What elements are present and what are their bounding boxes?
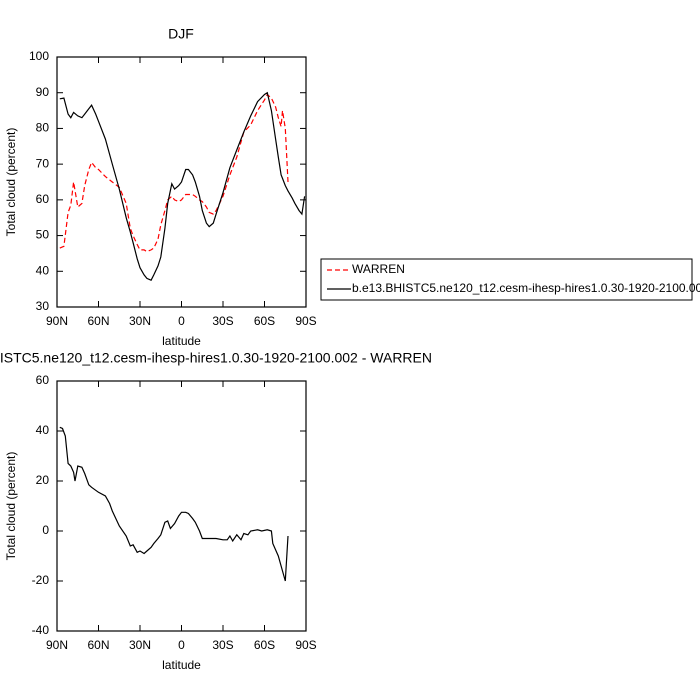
- y-tick-label: 0: [42, 523, 49, 537]
- plot-frame: [56, 380, 307, 632]
- series-line: [59, 426, 289, 582]
- y-axis-label: Total cloud (percent): [4, 452, 18, 561]
- y-tick-label: 30: [36, 299, 50, 313]
- chart-title: b.e13.BHISTC5.ne120_t12.cesm-ihesp-hires…: [0, 350, 432, 366]
- x-axis-label: latitude: [162, 658, 201, 672]
- y-tick-label: 80: [36, 121, 50, 135]
- x-tick-label: 60N: [87, 638, 109, 652]
- legend-label: b.e13.BHISTC5.ne120_t12.cesm-ihesp-hires…: [352, 281, 700, 295]
- x-tick-label: 60S: [254, 314, 275, 328]
- x-tick-label: 30S: [212, 314, 233, 328]
- y-tick-label: -20: [32, 573, 50, 587]
- x-tick-label: 90S: [295, 314, 316, 328]
- y-tick-label: 90: [36, 85, 50, 99]
- x-tick-label: 90S: [295, 638, 316, 652]
- y-tick-label: 50: [36, 228, 50, 242]
- x-tick-label: 90N: [46, 638, 68, 652]
- y-axis-label: Total cloud (percent): [4, 128, 18, 237]
- y-tick-label: 100: [29, 49, 49, 63]
- plot-frame: [56, 56, 307, 308]
- x-tick-label: 0: [178, 638, 185, 652]
- x-tick-label: 30N: [129, 314, 151, 328]
- y-tick-label: 40: [36, 423, 50, 437]
- y-tick-label: 60: [36, 373, 50, 387]
- x-tick-label: 30N: [129, 638, 151, 652]
- chart-title: DJF: [168, 26, 194, 42]
- legend-box: [320, 258, 693, 301]
- x-axis-label: latitude: [162, 334, 201, 348]
- x-tick-label: 90N: [46, 314, 68, 328]
- y-tick-label: 20: [36, 473, 50, 487]
- y-tick-label: -40: [32, 623, 50, 637]
- x-tick-label: 60S: [254, 638, 275, 652]
- x-tick-label: 30S: [212, 638, 233, 652]
- series-line: [59, 91, 306, 281]
- x-tick-label: 60N: [87, 314, 109, 328]
- x-tick-label: 0: [178, 314, 185, 328]
- legend-label: WARREN: [352, 262, 405, 276]
- y-tick-label: 60: [36, 192, 50, 206]
- series-line: [59, 93, 289, 253]
- y-tick-label: 70: [36, 156, 50, 170]
- y-tick-label: 40: [36, 263, 50, 277]
